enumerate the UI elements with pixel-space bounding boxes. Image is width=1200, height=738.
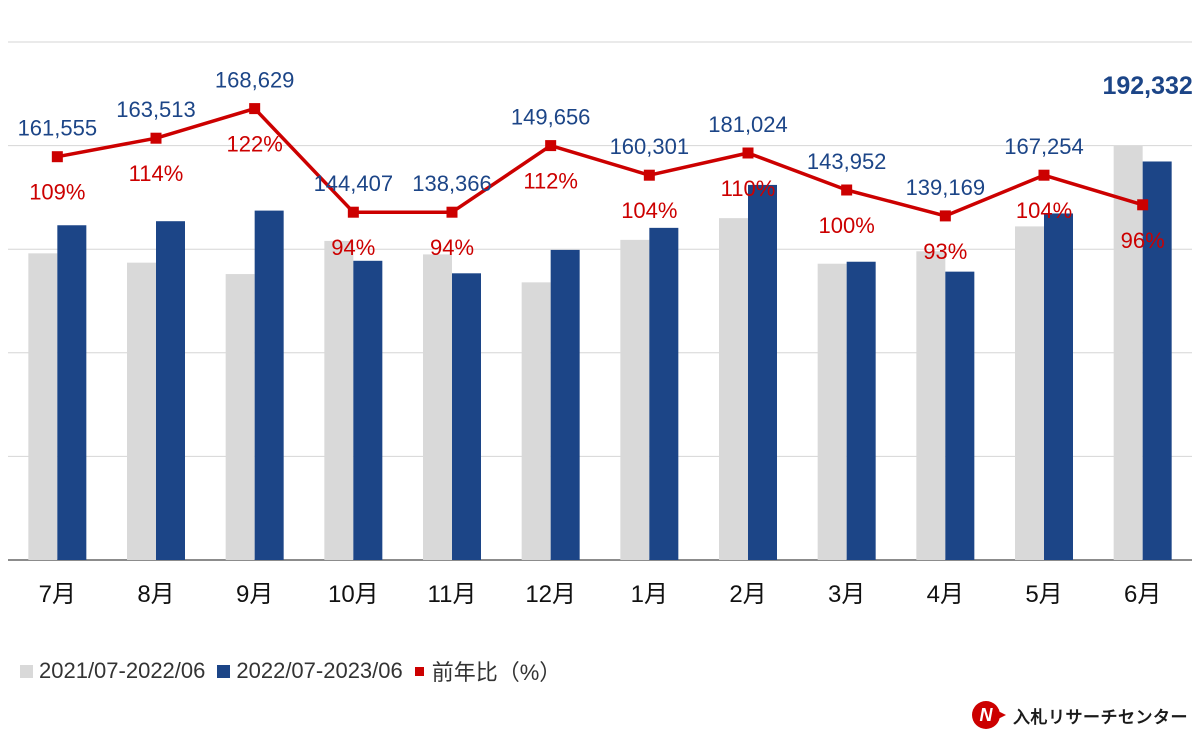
x-tick-label: 1月 <box>631 581 668 608</box>
value-label: 181,024 <box>708 112 788 137</box>
data-labels: 161,555 109% 163,513 114% 168,629 122% 144,407… <box>18 68 1193 264</box>
legend-label-2021: 2021/07-2022/06 <box>39 658 206 683</box>
bar-2022 <box>550 249 580 560</box>
bar-2022 <box>452 273 481 560</box>
ratio-marker <box>249 103 261 115</box>
legend-swatch-2022 <box>217 664 231 678</box>
legend-label-ratio: 前年比（%） <box>431 660 562 685</box>
bar-2021 <box>1015 226 1044 560</box>
brand-logo: N 入札リサーチセンター <box>971 700 1188 730</box>
x-tick-label: 8月 <box>137 581 174 608</box>
bar-2022 <box>846 261 876 560</box>
value-label: 161,555 <box>18 116 98 141</box>
bar-2021 <box>127 262 156 560</box>
ratio-polyline <box>57 106 1144 218</box>
ratio-marker <box>150 132 162 144</box>
legend-swatch-2021 <box>20 664 33 678</box>
bar-2021 <box>28 253 58 560</box>
brand-name: 入札リサーチセンター <box>1013 707 1188 727</box>
bar-2022 <box>156 221 185 561</box>
value-label: 138,366 <box>412 171 492 196</box>
bar-2021 <box>916 251 946 560</box>
bar-2021 <box>620 239 650 560</box>
value-label: 139,169 <box>906 175 986 200</box>
ratio-label: 114% <box>129 161 184 186</box>
legend-item-2021: 2021/07-2022/06 <box>20 658 205 684</box>
ratio-marker <box>545 140 557 152</box>
x-tick-label: 12月 <box>525 581 576 608</box>
ratio-marker <box>939 210 951 222</box>
chart: 7月 8月 9月 10月 11月 12月 1月 2月 3月 4月 5月 6月 161,555109%1… <box>8 41 1193 608</box>
value-label: 144,407 <box>314 171 394 196</box>
ratio-label: 100% <box>819 213 875 238</box>
bar-2021 <box>1113 145 1143 560</box>
ratio-marker <box>643 169 655 181</box>
x-tick-label: 2月 <box>729 581 766 608</box>
legend: 2021/07-2022/06 2022/07-2023/06 前年比（%） <box>20 656 573 686</box>
gridlines <box>8 41 1192 561</box>
x-axis-labels: 7月 8月 9月 10月 11月 12月 1月 2月 3月 4月 5月 6月 <box>39 581 1162 608</box>
value-label: 168,629 <box>215 68 295 93</box>
value-label: 160,301 <box>610 134 690 159</box>
x-tick-label: 11月 <box>428 581 477 608</box>
bar-2021 <box>423 254 452 560</box>
x-tick-label: 7月 <box>39 581 76 608</box>
bar-2021 <box>521 282 551 560</box>
legend-label-2022: 2022/07-2023/06 <box>236 658 403 683</box>
x-tick-label: 10月 <box>328 581 379 608</box>
bars <box>28 145 1172 561</box>
legend-item-ratio: 前年比（%） <box>414 655 562 687</box>
x-tick-label: 6月 <box>1124 581 1161 608</box>
bar-2021 <box>719 218 748 560</box>
value-label: 167,254 <box>1004 134 1084 159</box>
ratio-marker <box>1137 199 1149 211</box>
value-label: 163,513 <box>116 97 196 122</box>
value-label: 143,952 <box>807 149 887 174</box>
ratio-label: 112% <box>523 169 578 194</box>
ratio-label: 96% <box>1121 228 1165 253</box>
bar-2022 <box>57 225 87 560</box>
ratio-line <box>51 103 1149 222</box>
bar-2022 <box>649 227 679 560</box>
ratio-label: 104% <box>621 198 677 223</box>
x-tick-label: 4月 <box>927 581 964 608</box>
ratio-marker <box>446 206 458 218</box>
bar-2021 <box>817 263 847 560</box>
bar-2022 <box>1044 213 1073 560</box>
ratio-label: 110% <box>721 176 776 201</box>
ratio-marker <box>1038 169 1050 181</box>
legend-swatch-ratio <box>414 666 424 676</box>
value-label: 192,332 <box>1102 72 1192 100</box>
ratio-label: 122% <box>227 132 283 157</box>
bar-2022 <box>1142 161 1172 560</box>
ratio-marker <box>841 184 853 196</box>
x-tick-label: 9月 <box>236 581 273 608</box>
bar-2021 <box>324 240 354 561</box>
ratio-label: 93% <box>923 239 967 264</box>
bar-2022 <box>254 210 284 560</box>
ratio-marker <box>742 147 754 159</box>
brand-logo-icon: N <box>972 701 1006 729</box>
bar-2022 <box>748 184 777 560</box>
ratio-label: 104% <box>1016 198 1072 223</box>
bar-2022 <box>353 260 383 560</box>
x-tick-label: 5月 <box>1025 581 1062 608</box>
bar-2022 <box>945 271 975 560</box>
brand-logo-letter: N <box>980 705 994 725</box>
x-tick-label: 3月 <box>828 581 865 608</box>
ratio-label: 94% <box>331 235 375 260</box>
ratio-marker <box>347 206 359 218</box>
legend-item-2022: 2022/07-2023/06 <box>217 658 403 684</box>
ratio-label: 94% <box>430 235 474 260</box>
value-label: 149,656 <box>511 105 591 130</box>
ratio-label: 109% <box>29 180 85 205</box>
bar-2021 <box>225 274 255 560</box>
ratio-marker <box>51 151 63 163</box>
